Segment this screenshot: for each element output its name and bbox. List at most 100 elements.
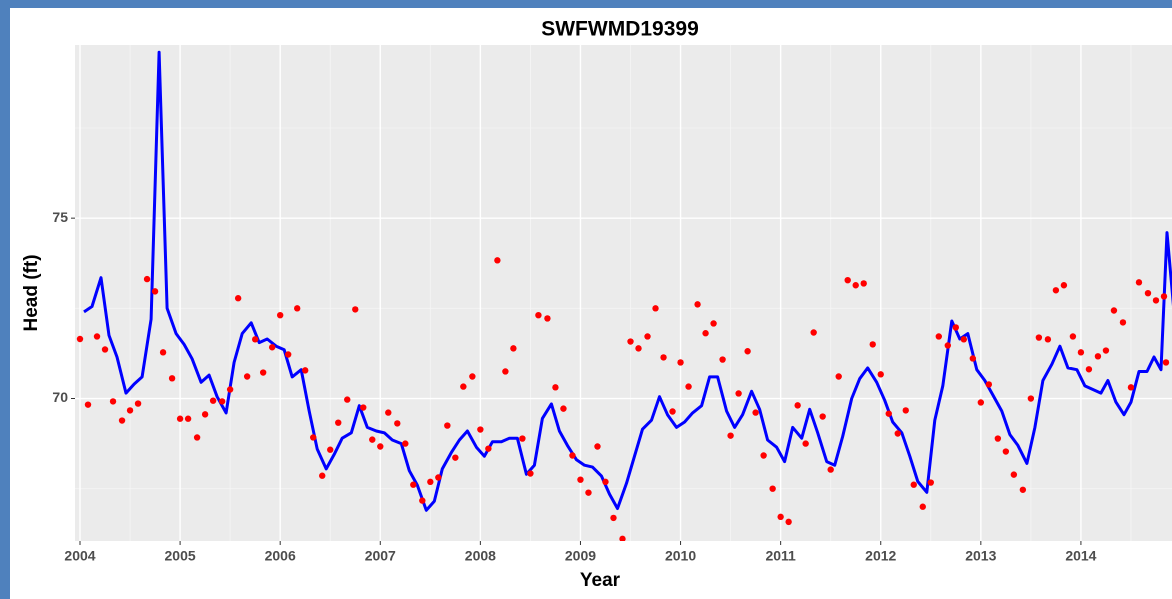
- point: [1119, 319, 1127, 326]
- point: [910, 481, 917, 488]
- point: [560, 405, 567, 412]
- point: [319, 472, 326, 479]
- point: [294, 305, 301, 312]
- point: [477, 426, 484, 433]
- point: [76, 335, 84, 343]
- point: [385, 409, 392, 416]
- point: [969, 355, 977, 362]
- point: [519, 435, 526, 442]
- point: [619, 535, 626, 541]
- point: [284, 351, 292, 358]
- point: [535, 311, 542, 319]
- point: [502, 368, 509, 375]
- point: [594, 443, 601, 450]
- point: [919, 503, 926, 510]
- point: [1094, 353, 1102, 360]
- x-tick-label: 2005: [165, 548, 196, 564]
- point: [352, 306, 359, 313]
- x-tick-label: 2009: [565, 548, 596, 564]
- point: [234, 295, 242, 302]
- point: [1162, 359, 1170, 366]
- point: [218, 398, 226, 405]
- point: [627, 338, 634, 345]
- chart-title: SWFWMD19399: [541, 18, 699, 41]
- point: [810, 329, 817, 336]
- point: [176, 415, 184, 422]
- y-tick-label: 75: [52, 209, 68, 225]
- x-tick-label: 2004: [64, 548, 95, 564]
- point: [894, 430, 901, 437]
- x-tick-label: 2014: [1065, 548, 1096, 564]
- point: [1027, 395, 1035, 402]
- point: [460, 383, 467, 390]
- point: [377, 443, 384, 450]
- point: [1135, 279, 1143, 286]
- point: [251, 336, 259, 343]
- point: [935, 333, 942, 340]
- y-axis-label: Head (ft): [21, 254, 42, 331]
- point: [735, 390, 742, 397]
- x-tick-label: 2007: [365, 548, 396, 564]
- point: [1002, 448, 1010, 455]
- point: [435, 474, 442, 481]
- point: [577, 476, 584, 483]
- point: [485, 445, 492, 452]
- point: [1085, 366, 1093, 373]
- x-tick-label: 2011: [765, 548, 796, 564]
- point: [635, 345, 642, 352]
- point: [184, 415, 192, 422]
- point: [1044, 336, 1052, 343]
- point: [259, 369, 267, 376]
- point: [952, 324, 960, 331]
- point: [1152, 297, 1160, 304]
- point: [402, 440, 409, 447]
- panel: [75, 45, 1172, 541]
- point: [785, 518, 792, 526]
- point: [469, 373, 476, 380]
- point: [802, 440, 809, 447]
- point: [927, 479, 934, 486]
- point: [369, 436, 376, 443]
- point: [344, 396, 351, 403]
- point: [902, 407, 909, 414]
- point: [310, 434, 317, 441]
- point: [84, 401, 92, 408]
- point: [794, 402, 801, 409]
- line: [83, 50, 1172, 512]
- point: [844, 276, 851, 284]
- point: [1019, 486, 1027, 493]
- point: [1010, 471, 1018, 478]
- point: [585, 489, 592, 496]
- point: [226, 386, 234, 393]
- point: [1060, 282, 1068, 289]
- point: [994, 435, 1002, 442]
- point: [569, 452, 576, 459]
- point: [134, 400, 142, 407]
- point: [610, 514, 617, 522]
- point: [1077, 349, 1085, 356]
- point: [243, 373, 251, 380]
- point: [201, 411, 209, 418]
- point: [452, 454, 459, 461]
- point: [827, 466, 834, 473]
- marks: [76, 50, 1172, 541]
- point: [869, 341, 876, 348]
- point: [268, 344, 276, 351]
- point: [101, 346, 109, 353]
- x-axis-label: Year: [580, 570, 621, 591]
- point: [852, 282, 859, 289]
- point: [276, 311, 284, 319]
- point: [335, 419, 342, 426]
- point: [677, 359, 684, 366]
- x-tick-label: 2013: [965, 548, 996, 564]
- point: [694, 301, 701, 308]
- point: [93, 333, 101, 340]
- x-tick-label: 2010: [665, 548, 696, 564]
- point: [744, 348, 751, 355]
- axes: 70 75 2004 2005 2006 2007 2008 2009 2010 2011 2012…: [52, 209, 1096, 564]
- point: [427, 478, 434, 486]
- point: [860, 280, 867, 287]
- point: [1144, 289, 1152, 297]
